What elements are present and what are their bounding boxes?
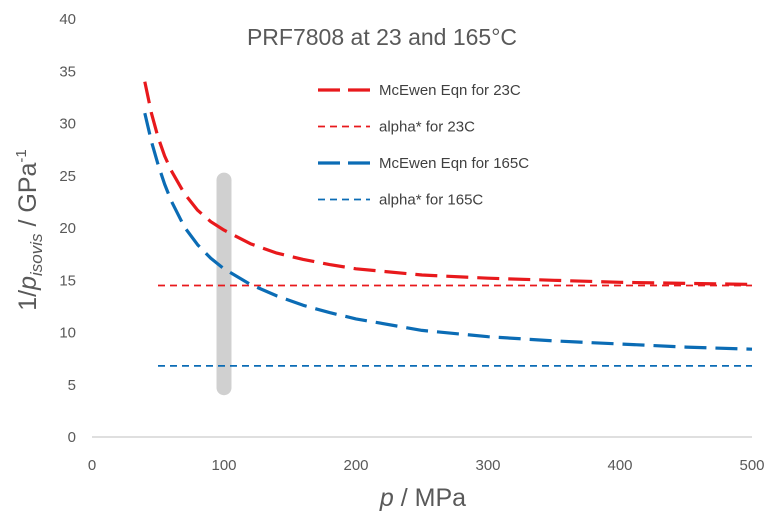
y-tick-label: 5	[68, 377, 76, 394]
y-tick-label: 10	[59, 325, 76, 342]
legend-label: alpha* for 23C	[379, 119, 475, 136]
x-tick-label: 300	[475, 457, 500, 474]
chart-title: PRF7808 at 23 and 165°C	[247, 24, 517, 50]
y-tick-label: 15	[59, 272, 76, 289]
x-tick-label: 0	[88, 457, 96, 474]
series-line-3	[143, 112, 753, 351]
x-axis-ticks: 0 100 200 300 400 500	[88, 457, 765, 474]
y-tick-label: 25	[59, 168, 76, 185]
series-layer	[143, 81, 753, 367]
legend-label: McEwen Eqn for 165C	[379, 155, 529, 172]
x-tick-label: 500	[739, 457, 764, 474]
y-tick-label: 20	[59, 220, 76, 237]
y-tick-label: 40	[59, 11, 76, 28]
legend: McEwen Eqn for 23C alpha* for 23C McEwen E…	[318, 82, 529, 209]
x-tick-label: 400	[607, 457, 632, 474]
legend-label: alpha* for 165C	[379, 192, 483, 209]
y-axis-title-subscript: isovis	[27, 233, 46, 276]
series-line-1	[143, 81, 753, 286]
y-tick-label: 0	[68, 429, 76, 446]
y-axis-title-prefix: 1/	[14, 290, 42, 311]
x-axis-title-italic: p	[379, 484, 394, 512]
x-tick-label: 100	[211, 457, 236, 474]
y-axis-title-mid: / GPa	[14, 163, 42, 234]
x-axis-title-rest: / MPa	[394, 484, 466, 512]
x-axis-title: p / MPa	[379, 484, 466, 512]
y-axis-title-italic: p	[14, 276, 42, 291]
y-axis-title-superscript: -1	[13, 149, 30, 162]
highlight-band	[216, 172, 232, 396]
x-tick-label: 200	[343, 457, 368, 474]
y-tick-label: 30	[59, 116, 76, 133]
legend-label: McEwen Eqn for 23C	[379, 82, 521, 99]
y-axis-ticks: 0 5 10 15 20 25 30 35 40	[59, 11, 76, 446]
y-tick-label: 35	[59, 63, 76, 80]
y-axis-title: 1/pisovis / GPa-1	[13, 149, 46, 311]
